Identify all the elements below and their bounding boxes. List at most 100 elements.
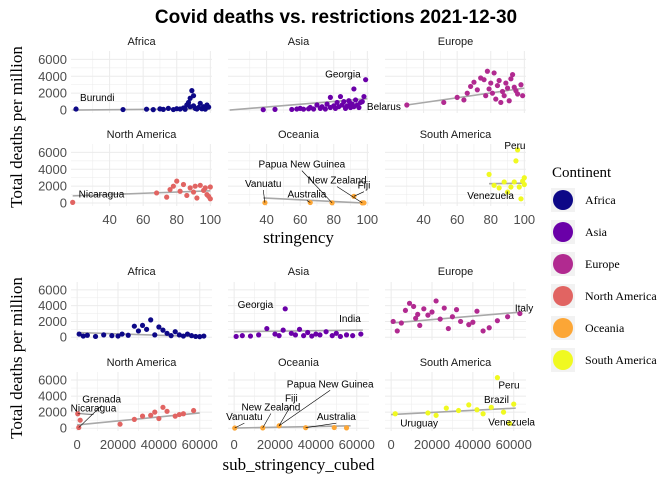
y-tick-label: 0 xyxy=(60,421,67,436)
y-tick-label: 4000 xyxy=(38,389,67,404)
x-tick-label: 60 xyxy=(450,212,464,227)
data-point xyxy=(177,188,183,194)
point-label: Papua New Guinea xyxy=(287,379,374,390)
data-point xyxy=(185,99,192,106)
point-label: Burundi xyxy=(80,93,114,104)
trend-line xyxy=(72,190,211,197)
data-point xyxy=(305,329,311,336)
panel-background xyxy=(385,144,526,206)
legend-swatch-europe xyxy=(553,254,573,274)
data-point xyxy=(117,421,123,427)
data-point xyxy=(417,322,423,329)
y-tick-label: 2000 xyxy=(38,179,67,194)
data-point xyxy=(516,184,522,190)
data-point xyxy=(505,314,511,320)
trend-line xyxy=(263,197,365,204)
data-point xyxy=(148,412,154,418)
data-point xyxy=(292,332,299,338)
data-point xyxy=(314,102,320,108)
data-point xyxy=(443,405,449,411)
data-point xyxy=(180,181,187,188)
data-point xyxy=(333,330,339,336)
data-point xyxy=(504,189,511,195)
y-tick-label: 6000 xyxy=(38,145,67,160)
legend-swatch-asia xyxy=(553,222,573,242)
data-point xyxy=(501,93,507,99)
chart-title: Covid deaths vs. restrictions 2021-12-30 xyxy=(155,7,517,28)
data-point xyxy=(247,333,254,339)
data-point xyxy=(331,424,337,431)
data-point xyxy=(468,83,474,90)
data-point xyxy=(180,333,186,339)
data-point xyxy=(301,333,307,339)
data-point xyxy=(154,190,160,196)
data-point xyxy=(521,181,527,188)
trend-line xyxy=(391,407,516,416)
data-point xyxy=(76,331,82,337)
facet-strip-label: Africa xyxy=(127,266,156,278)
facet-strip-label: North America xyxy=(107,129,178,141)
x-tick-label: 0 xyxy=(231,437,238,452)
facet-strip-label: Oceania xyxy=(278,357,320,369)
data-point xyxy=(192,183,198,189)
facet-north-america: North America Nicaragua 0 2000 4000 6000 40 60 8… xyxy=(38,129,221,227)
data-point xyxy=(288,330,294,336)
point-label: Uruguay xyxy=(400,419,438,430)
data-point xyxy=(458,318,464,325)
facet-europe: Europe Italy xyxy=(385,266,533,340)
data-point xyxy=(390,318,396,325)
data-point xyxy=(143,106,150,112)
data-point xyxy=(425,410,431,416)
data-point xyxy=(392,411,398,417)
facet-strip-label: South America xyxy=(420,357,492,369)
data-point xyxy=(174,178,180,184)
facet-strip-label: Asia xyxy=(288,266,310,278)
data-point xyxy=(160,404,166,410)
point-label: New Zealand xyxy=(308,176,367,187)
legend-swatch-south-america xyxy=(553,350,573,370)
data-point xyxy=(494,375,500,381)
label-leader xyxy=(262,413,272,429)
data-point xyxy=(152,332,158,338)
y-tick-label: 2000 xyxy=(38,314,67,329)
data-point xyxy=(437,316,443,322)
facet-strip-label: Oceania xyxy=(278,129,320,141)
point-label: India xyxy=(339,314,361,325)
data-point xyxy=(180,411,186,417)
data-point xyxy=(139,322,146,329)
data-point xyxy=(202,185,208,191)
facet-strip-label: Europe xyxy=(438,266,473,278)
label-leader xyxy=(301,170,333,203)
data-point xyxy=(176,332,182,338)
data-point xyxy=(176,411,182,418)
data-point xyxy=(327,94,333,100)
data-point xyxy=(334,99,340,106)
data-point xyxy=(296,326,303,332)
x-tick-label: 40000 xyxy=(141,437,177,452)
label-leader xyxy=(278,404,292,426)
data-point xyxy=(190,189,197,195)
data-point xyxy=(172,413,178,419)
data-point xyxy=(73,106,79,112)
data-point xyxy=(445,325,451,332)
y-tick-label: 4000 xyxy=(38,69,67,84)
panel-background xyxy=(385,372,526,431)
point-label: Peru xyxy=(498,381,519,392)
legend-label-oceania: Oceania xyxy=(585,321,625,335)
data-point xyxy=(341,99,347,105)
data-point xyxy=(119,331,125,337)
y-axis-label: Total deaths per million xyxy=(7,277,26,439)
point-label: Nicaragua xyxy=(71,403,117,414)
data-point xyxy=(194,195,200,201)
y-axis-label: Total deaths per million xyxy=(7,46,26,208)
facet-strip-label: South America xyxy=(420,129,492,141)
point-label: Fiji xyxy=(285,394,298,405)
data-point xyxy=(101,332,107,338)
facet-africa: Africa Burundi 0 2000 4000 6000 xyxy=(38,36,212,118)
data-point xyxy=(337,93,344,100)
data-point xyxy=(480,328,486,334)
x-tick-label: 40 xyxy=(259,212,273,227)
x-tick-label: 60 xyxy=(136,212,150,227)
